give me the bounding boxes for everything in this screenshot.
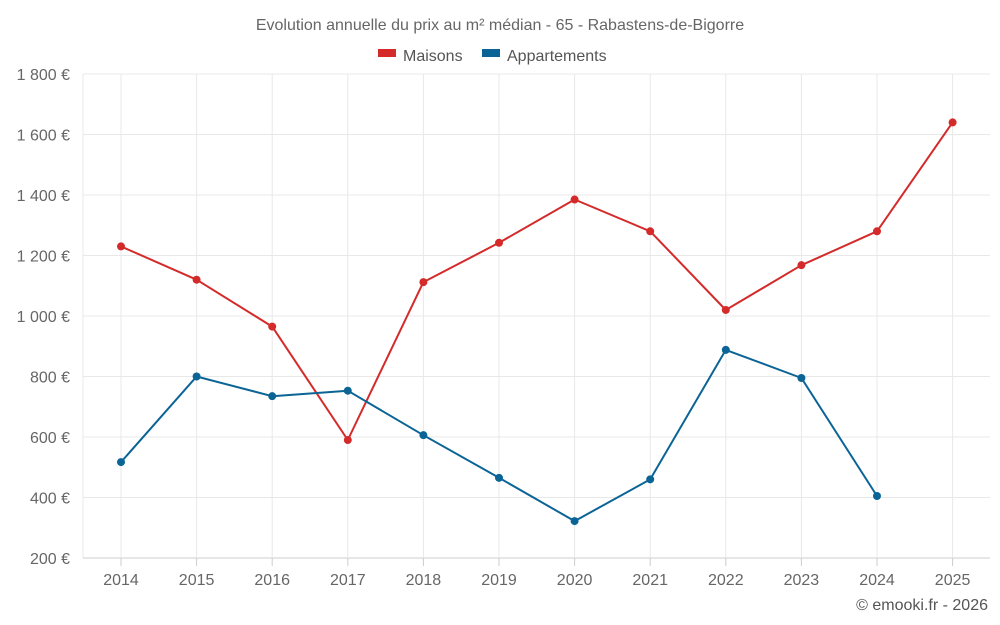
data-point-maisons-2024[interactable] xyxy=(873,227,881,236)
data-point-appartements-2017[interactable] xyxy=(343,386,352,395)
y-tick-label: 200 € xyxy=(30,551,70,568)
data-point-maisons-2017[interactable] xyxy=(343,436,352,445)
data-point-maisons-2025[interactable] xyxy=(948,118,957,127)
data-point-maisons-2022[interactable] xyxy=(721,305,730,314)
credit-text: © emooki.fr - 2026 xyxy=(856,597,988,614)
grid xyxy=(82,73,990,559)
x-tick-label: 2022 xyxy=(708,572,744,589)
y-tick-label: 400 € xyxy=(30,491,70,508)
data-point-appartements-2015[interactable] xyxy=(192,372,201,381)
series-maisons xyxy=(117,118,957,445)
legend-label-maisons: Maisons xyxy=(403,48,463,65)
data-point-appartements-2014[interactable] xyxy=(117,458,125,467)
x-tick-label: 2024 xyxy=(859,572,895,589)
x-tick-label: 2014 xyxy=(103,572,139,589)
data-point-appartements-2024[interactable] xyxy=(873,491,881,500)
legend-item-appartements[interactable]: Appartements xyxy=(482,48,607,65)
y-tick-label: 800 € xyxy=(30,370,70,387)
data-point-maisons-2016[interactable] xyxy=(268,322,277,331)
data-point-maisons-2023[interactable] xyxy=(797,261,806,270)
data-point-maisons-2015[interactable] xyxy=(192,275,201,284)
data-point-maisons-2021[interactable] xyxy=(646,227,655,236)
x-tick-label: 2018 xyxy=(406,572,442,589)
series-appartements xyxy=(117,345,881,526)
x-tick-label: 2025 xyxy=(935,572,971,589)
data-point-maisons-2019[interactable] xyxy=(495,238,503,247)
x-tick-label: 2021 xyxy=(632,572,668,589)
x-tick-label: 2016 xyxy=(254,572,290,589)
legend-swatch-maisons xyxy=(378,49,396,57)
x-tick-label: 2023 xyxy=(784,572,820,589)
y-tick-label: 1 000 € xyxy=(17,309,70,326)
data-point-maisons-2018[interactable] xyxy=(419,278,428,287)
data-point-appartements-2021[interactable] xyxy=(646,475,655,484)
y-tick-label: 1 800 € xyxy=(17,67,70,84)
y-tick-label: 1 200 € xyxy=(17,249,70,266)
series-line-maisons xyxy=(120,121,954,441)
x-tick-label: 2015 xyxy=(179,572,215,589)
data-point-maisons-2014[interactable] xyxy=(117,242,125,251)
data-point-appartements-2019[interactable] xyxy=(495,473,503,482)
data-point-maisons-2020[interactable] xyxy=(570,195,579,204)
series xyxy=(117,118,957,526)
chart-title: Evolution annuelle du prix au m² médian … xyxy=(256,17,744,34)
x-tick-label: 2020 xyxy=(557,572,593,589)
data-point-appartements-2022[interactable] xyxy=(721,345,730,354)
x-tick-label: 2019 xyxy=(481,572,517,589)
x-tick-label: 2017 xyxy=(330,572,366,589)
legend: Maisons Appartements xyxy=(378,48,607,65)
data-point-appartements-2018[interactable] xyxy=(419,431,428,440)
data-point-appartements-2016[interactable] xyxy=(268,392,277,401)
legend-label-appartements: Appartements xyxy=(507,48,607,65)
legend-swatch-appartements xyxy=(482,49,500,57)
y-tick-label: 1 600 € xyxy=(17,128,70,145)
y-tick-label: 1 400 € xyxy=(17,188,70,205)
data-point-appartements-2023[interactable] xyxy=(797,374,806,383)
labels: 200 € 400 € 600 € 800 € 1 000 € 1 200 € 1 400 … xyxy=(17,67,971,589)
data-point-appartements-2020[interactable] xyxy=(570,517,579,526)
axes xyxy=(120,558,954,566)
y-tick-label: 600 € xyxy=(30,430,70,447)
legend-item-maisons[interactable]: Maisons xyxy=(378,48,463,65)
